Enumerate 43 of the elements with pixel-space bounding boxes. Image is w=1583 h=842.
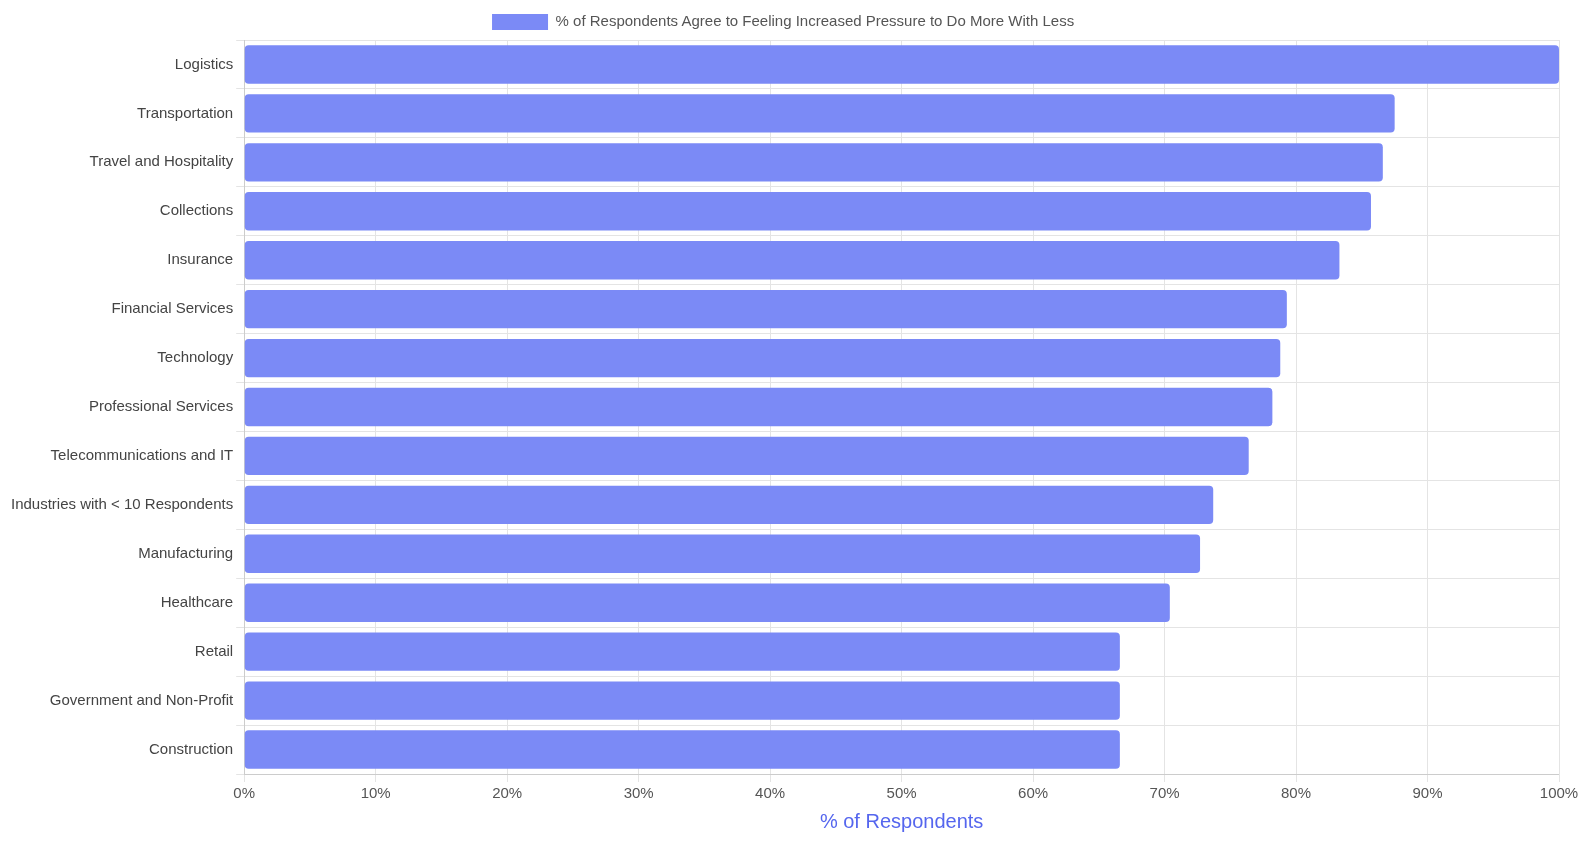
x-tick-label: 20% <box>492 784 523 802</box>
legend-label: % of Respondents Agree to Feeling Increased Pressure to Do More With Less <box>555 12 1075 30</box>
y-tick-label: Retail <box>194 641 234 659</box>
y-tick-label: Financial Services <box>111 299 234 317</box>
y-tick-label: Manufacturing <box>138 543 234 561</box>
bar <box>244 338 1281 378</box>
bar <box>244 534 1201 573</box>
x-axis-title: % of Respondents <box>819 809 984 832</box>
x-tick-label: 90% <box>1412 784 1443 802</box>
x-tick-label: 70% <box>1149 784 1180 802</box>
y-tick-label: Construction <box>149 739 234 757</box>
x-tick-label: 50% <box>886 784 917 802</box>
x-tick-label: 100% <box>1539 784 1579 802</box>
x-tick-label: 60% <box>1018 784 1049 802</box>
y-tick-label: Professional Services <box>88 397 234 415</box>
y-tick-label: Logistics <box>174 54 234 72</box>
y-tick-label: Industries with < 10 Respondents <box>11 495 234 513</box>
bar <box>244 730 1120 769</box>
bar <box>244 289 1287 329</box>
x-tick-label: 80% <box>1281 784 1312 802</box>
y-tick-label: Technology <box>157 348 234 366</box>
bar <box>244 143 1383 182</box>
bar <box>244 485 1214 525</box>
x-tick-label: 40% <box>755 784 786 802</box>
y-tick-label: Collections <box>159 201 234 219</box>
bar <box>244 436 1249 476</box>
y-tick-label: Healthcare <box>160 592 234 610</box>
y-tick-label: Government and Non-Profit <box>49 690 235 708</box>
bar <box>244 192 1371 231</box>
bar <box>244 45 1559 84</box>
bar <box>244 241 1340 280</box>
bar <box>244 632 1120 671</box>
x-tick-label: 10% <box>360 784 391 802</box>
bar <box>244 583 1170 622</box>
y-tick-label: Telecommunications and IT <box>50 446 234 464</box>
bar <box>244 681 1120 720</box>
bar <box>244 94 1395 133</box>
bar <box>244 387 1273 427</box>
y-tick-label: Insurance <box>167 250 234 268</box>
y-tick-label: Travel and Hospitality <box>89 152 234 170</box>
y-tick-label: Transportation <box>137 103 234 121</box>
x-tick-label: 0% <box>233 784 256 802</box>
x-tick-label: 30% <box>623 784 654 802</box>
